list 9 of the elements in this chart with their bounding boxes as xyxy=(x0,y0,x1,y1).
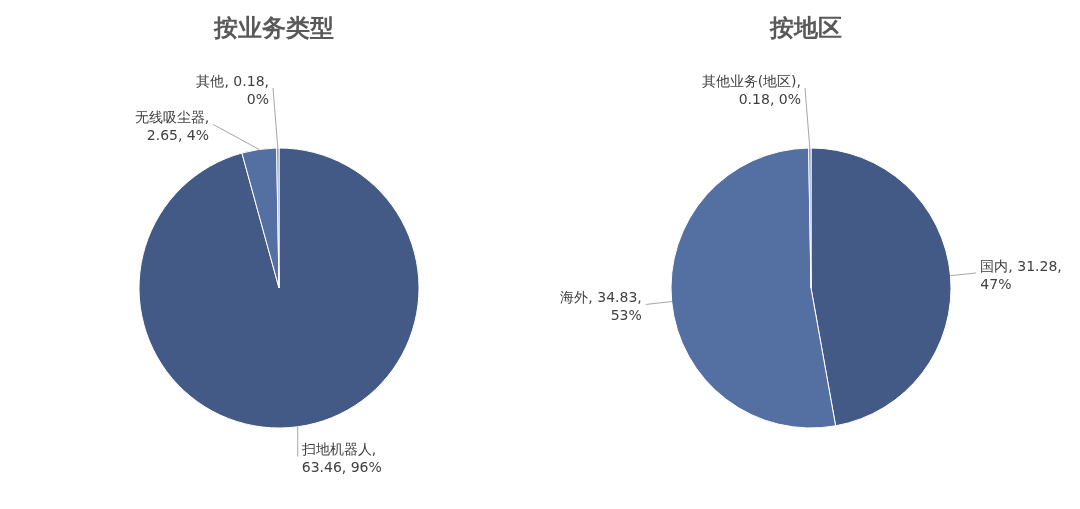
chart-title: 按业务类型 xyxy=(212,13,335,44)
slice-label: 无线吸尘器, 2.65, 4% xyxy=(134,109,210,144)
slice-label: 其他, 0.18, 0% xyxy=(196,73,269,107)
slice-label: 国内, 31.28, 47% xyxy=(980,257,1062,292)
slice-label: 其他业务(地区), 0.18, 0% xyxy=(701,73,801,107)
chart-title: 按地区 xyxy=(768,13,843,44)
slice-label: 海外, 34.83, 53% xyxy=(560,289,642,324)
slice-label: 扫地机器人, 63.46, 96% xyxy=(300,441,382,476)
pie-slice xyxy=(138,147,420,429)
